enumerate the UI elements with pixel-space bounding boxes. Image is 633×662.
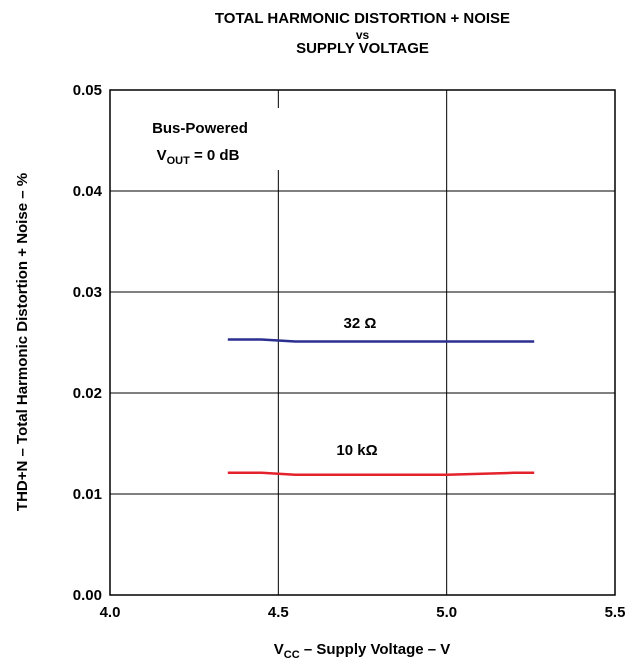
x-axis-label: VCC – Supply Voltage – V	[274, 641, 451, 661]
y-tick-label-5: 0.05	[73, 82, 102, 99]
annotation-line-1: Bus-Powered	[152, 120, 248, 137]
x-tick-label-3: 5.5	[605, 604, 626, 621]
x-tick-label-1: 4.5	[268, 604, 289, 621]
y-tick-label-1: 0.01	[73, 486, 102, 503]
series-line-0	[227, 338, 535, 343]
annotation-box	[125, 108, 285, 170]
x-tick-label-0: 4.0	[100, 604, 121, 621]
plot-area-frame	[109, 89, 616, 596]
y-tick-label-4: 0.04	[73, 183, 103, 200]
y-tick-label-0: 0.00	[73, 587, 102, 604]
y-tick-labels: 0.00 0.01 0.02 0.03 0.04 0.05	[73, 82, 103, 604]
x-tick-labels: 4.0 4.5 5.0 5.5	[100, 604, 626, 621]
annotation-line-2: VOUT = 0 dB	[157, 147, 240, 167]
series-line-1	[227, 471, 535, 477]
chart-title-line-2: vs	[355, 28, 370, 42]
series-label-32-ohm: 32 Ω	[344, 315, 377, 332]
y-axis-label: THD+N – Total Harmonic Distortion + Nois…	[14, 173, 31, 511]
y-tick-label-3: 0.03	[73, 284, 102, 301]
series-lines	[227, 338, 535, 477]
y-tick-label-2: 0.02	[73, 385, 102, 402]
chart-title-line-3: SUPPLY VOLTAGE	[296, 40, 429, 57]
series-label-10-kohm: 10 kΩ	[336, 442, 377, 459]
x-tick-label-2: 5.0	[436, 604, 457, 621]
chart-title-line-1: TOTAL HARMONIC DISTORTION + NOISE	[214, 10, 511, 27]
